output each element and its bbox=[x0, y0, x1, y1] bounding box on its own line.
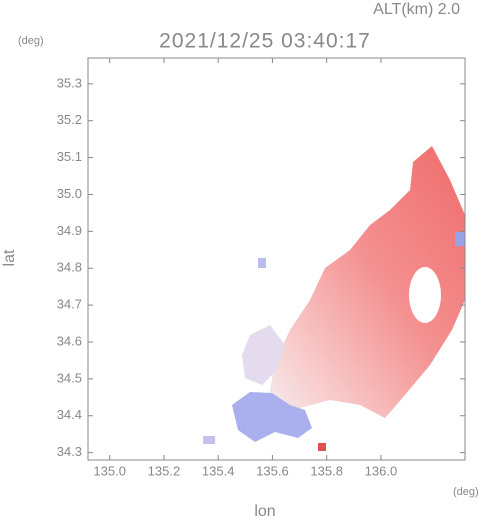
echo-cell bbox=[455, 232, 465, 246]
x-unit: (deg) bbox=[453, 486, 479, 498]
y-tick-label: 34.8 bbox=[57, 260, 82, 275]
y-tick-label: 34.7 bbox=[57, 297, 82, 312]
x-tick-label: 136.0 bbox=[365, 463, 398, 478]
plot-frame bbox=[87, 57, 466, 461]
y-tick-label: 34.5 bbox=[57, 370, 82, 385]
y-tick-label: 35.2 bbox=[57, 112, 82, 127]
y-tick-label: 35.0 bbox=[57, 186, 82, 201]
echo-cell bbox=[318, 443, 326, 451]
x-axis-label: lon bbox=[254, 503, 275, 520]
y-tick-label: 35.3 bbox=[57, 75, 82, 90]
x-tick-label: 135.2 bbox=[148, 463, 181, 478]
y-tick-label: 34.9 bbox=[57, 223, 82, 238]
echo-area-faint bbox=[242, 325, 285, 385]
chart-title: 2021/12/25 03:40:17 bbox=[159, 30, 371, 53]
y-tick-label: 35.1 bbox=[57, 149, 82, 164]
y-unit: (deg) bbox=[18, 35, 44, 47]
echo-cell bbox=[258, 258, 266, 268]
x-tick-label: 135.8 bbox=[310, 463, 343, 478]
echo-cell bbox=[203, 436, 215, 444]
x-tick-label: 135.6 bbox=[256, 463, 289, 478]
y-tick-label: 34.4 bbox=[57, 407, 82, 422]
echo-area bbox=[268, 146, 465, 420]
y-tick-label: 34.6 bbox=[57, 333, 82, 348]
echo-area-blue bbox=[232, 392, 312, 442]
altitude-label: ALT(km) 2.0 bbox=[373, 1, 460, 18]
y-axis-label: lat bbox=[1, 249, 18, 266]
echo-gap bbox=[409, 267, 441, 323]
y-tick-label: 34.3 bbox=[57, 444, 82, 459]
radar-field bbox=[203, 146, 465, 451]
x-tick-label: 135.4 bbox=[202, 463, 235, 478]
x-tick-label: 135.0 bbox=[93, 463, 126, 478]
